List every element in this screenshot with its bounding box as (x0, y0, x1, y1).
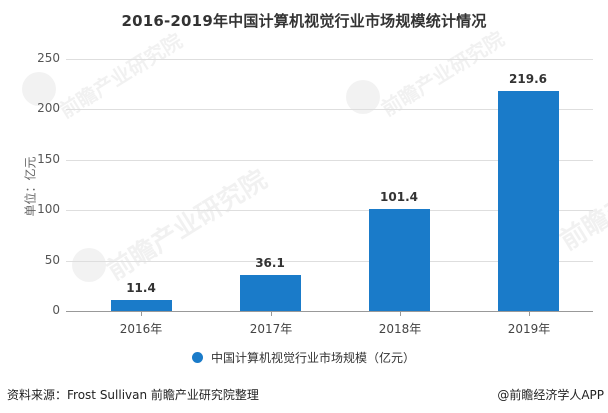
bar-2019 (498, 91, 559, 311)
legend-label: 中国计算机视觉行业市场规模（亿元） (211, 351, 416, 365)
watermark: 前瞻产业研究院 (555, 134, 608, 257)
credit-note: @前瞻经济学人APP (497, 388, 604, 402)
x-tick (141, 311, 142, 316)
chart-title: 2016-2019年中国计算机视觉行业市场规模统计情况 (121, 12, 487, 30)
gridline-150 (66, 160, 593, 161)
bar-value-label: 101.4 (380, 190, 418, 204)
source-note: 资料来源：Frost Sullivan 前瞻产业研究院整理 (7, 388, 259, 402)
x-axis-line (66, 311, 593, 312)
watermark-logo-icon (22, 72, 56, 106)
gridline-250 (66, 59, 593, 60)
y-tick-label: 150 (37, 152, 60, 166)
bar-value-label: 219.6 (509, 72, 547, 86)
gridline-100 (66, 210, 593, 211)
y-tick-label: 250 (37, 51, 60, 65)
x-tick (400, 311, 401, 316)
y-tick-label: 0 (52, 303, 60, 317)
bar-2016 (111, 300, 172, 311)
gridline-200 (66, 109, 593, 110)
bar-value-label: 36.1 (255, 256, 285, 270)
gridline-50 (66, 261, 593, 262)
x-tick-label: 2017年 (249, 322, 293, 336)
bar-value-label: 11.4 (126, 281, 156, 295)
legend[interactable]: 中国计算机视觉行业市场规模（亿元） (192, 349, 415, 366)
y-tick-label: 50 (44, 253, 60, 267)
bar-2018 (369, 209, 430, 311)
bar-2017 (240, 275, 301, 311)
legend-marker-icon (192, 352, 203, 363)
x-tick-label: 2016年 (119, 322, 163, 336)
x-tick-label: 2018年 (378, 322, 422, 336)
y-tick-label: 100 (37, 202, 60, 216)
x-tick (271, 311, 272, 316)
watermark-logo-icon (72, 248, 106, 282)
x-tick (529, 311, 530, 316)
y-tick-label: 200 (37, 101, 60, 115)
x-tick-label: 2019年 (507, 322, 551, 336)
watermark-logo-icon (346, 80, 380, 114)
